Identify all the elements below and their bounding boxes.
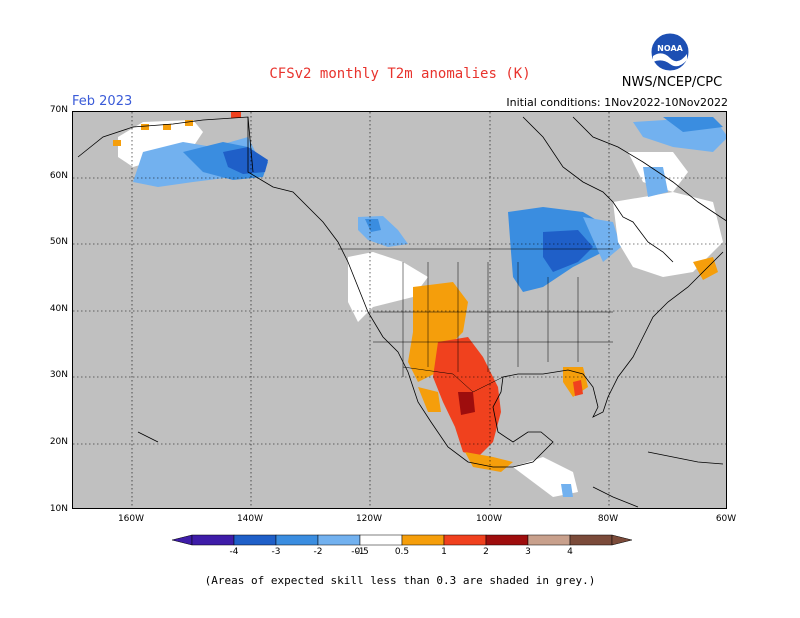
legend-swatch bbox=[233, 534, 277, 546]
legend-tick-label: 2 bbox=[483, 547, 489, 557]
lat-label: 20N bbox=[49, 437, 68, 447]
legend-tick-label: 3 bbox=[525, 547, 531, 557]
legend-swatch bbox=[485, 534, 529, 546]
legend-tick-label: -2 bbox=[313, 547, 323, 557]
skill-footnote: (Areas of expected skill less than 0.3 a… bbox=[204, 574, 596, 587]
forecast-month: Feb 2023 bbox=[72, 94, 133, 109]
noaa-logo: NOAA bbox=[650, 32, 690, 72]
initial-conditions: Initial conditions: 1Nov2022-10Nov2022 bbox=[506, 96, 728, 109]
legend-tick-label: 4 bbox=[567, 547, 573, 557]
legend-swatch bbox=[359, 534, 403, 546]
chart-title: CFSv2 monthly T2m anomalies (K) bbox=[269, 66, 531, 82]
legend-tick-label: -3 bbox=[271, 547, 281, 557]
legend-tick-label: -4 bbox=[229, 547, 239, 557]
southwest-warm-anomaly bbox=[408, 282, 588, 472]
agency-label: NWS/NCEP/CPC bbox=[621, 75, 723, 90]
lon-label: 140W bbox=[236, 514, 264, 524]
lon-label: 120W bbox=[355, 514, 383, 524]
color-legend bbox=[172, 534, 632, 546]
alaska-anomaly bbox=[113, 112, 268, 187]
legend-tick-label: 1 bbox=[441, 547, 447, 557]
legend-swatch bbox=[569, 534, 613, 546]
lat-label: 70N bbox=[49, 105, 68, 115]
lat-label: 10N bbox=[49, 504, 68, 514]
legend-swatch bbox=[443, 534, 487, 546]
legend-arrow-low bbox=[172, 534, 193, 546]
legend-swatch bbox=[275, 534, 319, 546]
lon-label: 80W bbox=[597, 514, 619, 524]
legend-arrow-high bbox=[611, 534, 632, 546]
lon-label: 160W bbox=[117, 514, 145, 524]
legend-swatch bbox=[527, 534, 571, 546]
lat-label: 30N bbox=[49, 370, 68, 380]
lat-label: 50N bbox=[49, 237, 68, 247]
central-america-anomaly bbox=[513, 457, 578, 497]
pacific-nw-anomaly bbox=[348, 216, 428, 322]
legend-tick-label: -1 bbox=[355, 547, 365, 557]
legend-tick-label: 0.5 bbox=[394, 547, 410, 557]
great-lakes-anomaly bbox=[508, 117, 726, 292]
anomaly-map bbox=[72, 111, 727, 509]
legend-swatch bbox=[317, 534, 361, 546]
lon-label: 60W bbox=[715, 514, 737, 524]
lon-label: 100W bbox=[475, 514, 503, 524]
map-canvas bbox=[73, 112, 726, 508]
political-borders bbox=[338, 248, 613, 393]
legend-tick-label: -0.5 bbox=[351, 547, 369, 557]
lat-label: 60N bbox=[49, 171, 68, 181]
legend-swatch bbox=[401, 534, 445, 546]
coastlines bbox=[77, 116, 726, 508]
legend-swatch bbox=[191, 534, 235, 546]
map-graticule bbox=[73, 112, 726, 508]
svg-text:NOAA: NOAA bbox=[657, 44, 683, 53]
lat-label: 40N bbox=[49, 304, 68, 314]
